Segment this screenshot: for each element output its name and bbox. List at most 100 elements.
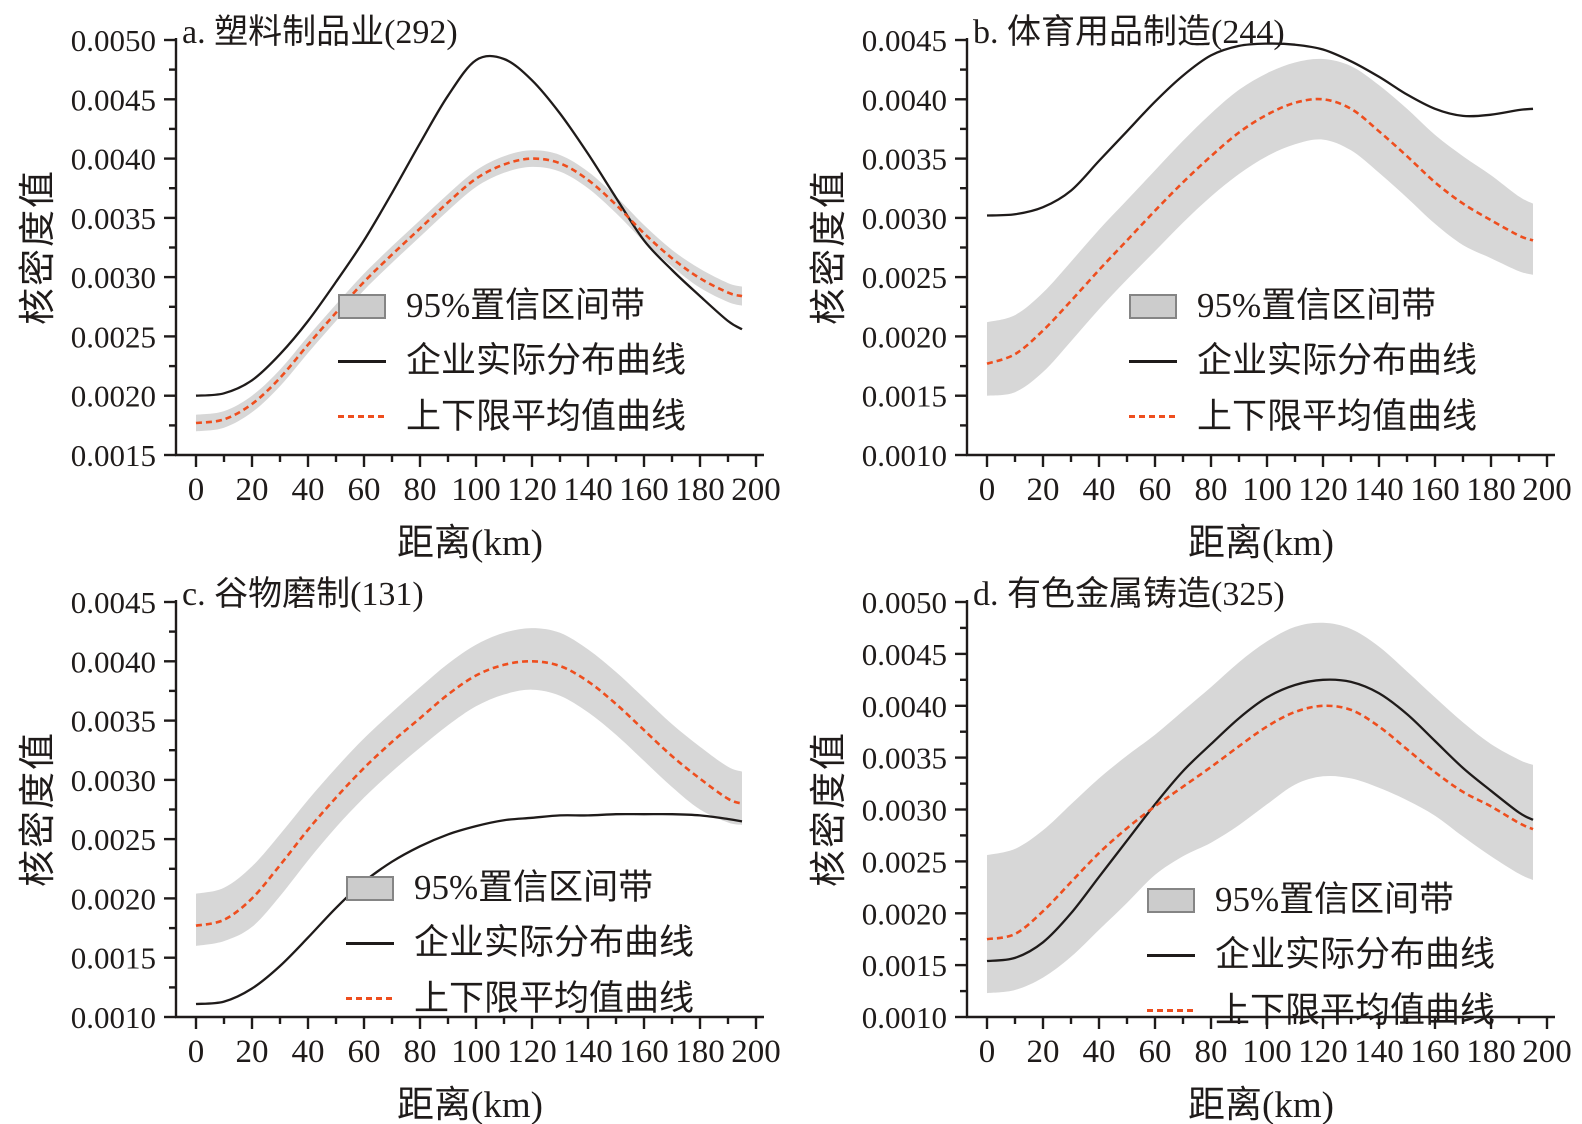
legend-label-band: 95%置信区间带 xyxy=(414,868,654,907)
legend-item-band: 95%置信区间带 xyxy=(1147,880,1495,920)
panel-grain-milling: 0.0010 0.0015 0.0020 0.0025 0.0030 0.0035 0.00… xyxy=(0,562,791,1124)
x-tick-label: 180 xyxy=(1466,472,1516,508)
panel-title: c. 谷物磨制(131) xyxy=(182,576,424,613)
y-tick-label: 0.0040 xyxy=(862,82,947,117)
x-tick-label: 80 xyxy=(1195,1034,1228,1070)
actual-distribution-curve xyxy=(195,812,743,1006)
y-tick-label: 0.0035 xyxy=(862,142,947,177)
dashed-line-swatch-icon xyxy=(346,997,394,1001)
solid-line-swatch-icon xyxy=(338,359,386,363)
x-tick-label: 0 xyxy=(979,1034,996,1070)
x-tick-label: 160 xyxy=(1410,1034,1460,1070)
x-tick-label: 100 xyxy=(1242,1034,1292,1070)
x-tick-label: 160 xyxy=(619,1034,669,1070)
x-tick-label: 60 xyxy=(348,472,381,508)
axes: 0.0010 0.0015 0.0020 0.0025 0.0030 0.0035 0.00… xyxy=(862,585,1572,1070)
x-tick-label: 100 xyxy=(1242,472,1292,508)
x-tick-label: 100 xyxy=(451,472,501,508)
legend-item-mean: 上下限平均值曲线 xyxy=(338,397,686,437)
legend-item-mean: 上下限平均值曲线 xyxy=(346,979,694,1019)
mean-bounds-curve xyxy=(986,704,1534,941)
legend-item-actual: 企业实际分布曲线 xyxy=(1147,935,1495,975)
x-tick-label: 140 xyxy=(563,1034,613,1070)
legend-label-mean: 上下限平均值曲线 xyxy=(406,396,687,436)
solid-line-swatch-icon xyxy=(1147,953,1195,957)
actual-distribution-curve xyxy=(986,678,1534,963)
legend-item-actual: 企业实际分布曲线 xyxy=(1129,341,1477,381)
legend-label-mean: 上下限平均值曲线 xyxy=(1197,396,1478,436)
confidence-band-swatch-icon xyxy=(338,293,386,319)
legend-label-band: 95%置信区间带 xyxy=(406,286,646,325)
x-tick-label: 40 xyxy=(292,1034,325,1070)
y-axis-title: 核密度值 xyxy=(809,731,850,887)
x-tick-label: 0 xyxy=(979,472,996,508)
legend-label-actual: 企业实际分布曲线 xyxy=(414,923,695,963)
legend-item-band: 95%置信区间带 xyxy=(338,286,686,326)
legend-item-mean: 上下限平均值曲线 xyxy=(1147,991,1495,1031)
y-tick-label: 0.0035 xyxy=(862,741,947,776)
y-tick-label: 0.0050 xyxy=(862,585,947,620)
x-tick-label: 120 xyxy=(507,472,557,508)
panel-plastic-products: 0.0015 0.0020 0.0025 0.0030 0.0035 0.0040 0.00… xyxy=(0,0,791,564)
x-tick-label: 80 xyxy=(404,472,437,508)
x-tick-label: 80 xyxy=(1195,472,1228,508)
y-tick-label: 0.0010 xyxy=(71,1000,156,1035)
y-tick-label: 0.0020 xyxy=(71,379,156,414)
y-tick-label: 0.0025 xyxy=(71,822,156,857)
axes: 0.0015 0.0020 0.0025 0.0030 0.0035 0.0040 0.00… xyxy=(71,23,781,508)
confidence-band-swatch-icon xyxy=(346,875,394,901)
x-tick-label: 160 xyxy=(619,472,669,508)
x-tick-label: 140 xyxy=(1354,1034,1404,1070)
plot-canvas: 0.0015 0.0020 0.0025 0.0030 0.0035 0.0040 0.00… xyxy=(71,23,781,508)
x-tick-label: 60 xyxy=(1139,1034,1172,1070)
x-tick-label: 160 xyxy=(1410,472,1460,508)
y-tick-label: 0.0030 xyxy=(71,763,156,798)
x-tick-label: 20 xyxy=(1027,472,1060,508)
y-axis-title: 核密度值 xyxy=(809,169,850,325)
legend: 95%置信区间带 企业实际分布曲线 上下限平均值曲线 xyxy=(338,286,686,452)
panel-title: b. 体育用品制造(244) xyxy=(973,14,1285,51)
x-tick-label: 140 xyxy=(1354,472,1404,508)
y-tick-label: 0.0020 xyxy=(862,896,947,931)
y-tick-label: 0.0025 xyxy=(862,260,947,295)
x-axis-title: 距离(km) xyxy=(1188,523,1334,564)
y-tick-label: 0.0030 xyxy=(71,260,156,295)
panel-title: d. 有色金属铸造(325) xyxy=(973,576,1285,613)
y-tick-label: 0.0015 xyxy=(71,941,156,976)
x-tick-label: 0 xyxy=(188,1034,205,1070)
x-tick-label: 60 xyxy=(1139,472,1172,508)
dashed-line-swatch-icon xyxy=(1129,415,1177,419)
mean-bounds-curve xyxy=(195,157,743,425)
x-tick-label: 40 xyxy=(292,472,325,508)
y-tick-label: 0.0025 xyxy=(862,844,947,879)
confidence-band-area xyxy=(987,58,1533,396)
y-tick-label: 0.0035 xyxy=(71,201,156,236)
y-tick-label: 0.0030 xyxy=(862,201,947,236)
solid-line-swatch-icon xyxy=(346,941,394,945)
x-tick-label: 80 xyxy=(404,1034,437,1070)
actual-distribution-curve xyxy=(986,42,1534,217)
x-tick-label: 120 xyxy=(1298,472,1348,508)
solid-line-swatch-icon xyxy=(1129,359,1177,363)
confidence-band-area xyxy=(196,150,742,432)
panel-title: a. 塑料制品业(292) xyxy=(182,14,458,51)
x-tick-label: 20 xyxy=(236,1034,269,1070)
y-tick-label: 0.0015 xyxy=(862,379,947,414)
plot-canvas: 0.0010 0.0015 0.0020 0.0025 0.0030 0.0035 0.00… xyxy=(71,585,781,1070)
x-tick-label: 40 xyxy=(1083,1034,1116,1070)
legend-item-band: 95%置信区间带 xyxy=(346,868,694,908)
y-tick-label: 0.0035 xyxy=(71,704,156,739)
x-axis-title: 距离(km) xyxy=(397,1085,543,1124)
y-tick-label: 0.0045 xyxy=(71,585,156,620)
y-tick-label: 0.0045 xyxy=(862,637,947,672)
mean-bounds-curve xyxy=(195,659,743,927)
x-axis-title: 距离(km) xyxy=(397,523,543,564)
legend-label-actual: 企业实际分布曲线 xyxy=(1197,341,1478,381)
x-tick-label: 200 xyxy=(1522,1034,1572,1070)
panel-sports-goods: 0.0010 0.0015 0.0020 0.0025 0.0030 0.0035 0.00… xyxy=(791,0,1582,564)
confidence-band-area xyxy=(987,622,1533,994)
legend-label-mean: 上下限平均值曲线 xyxy=(1215,990,1496,1030)
plot-canvas: 0.0010 0.0015 0.0020 0.0025 0.0030 0.0035 0.00… xyxy=(862,23,1572,508)
x-tick-label: 120 xyxy=(507,1034,557,1070)
